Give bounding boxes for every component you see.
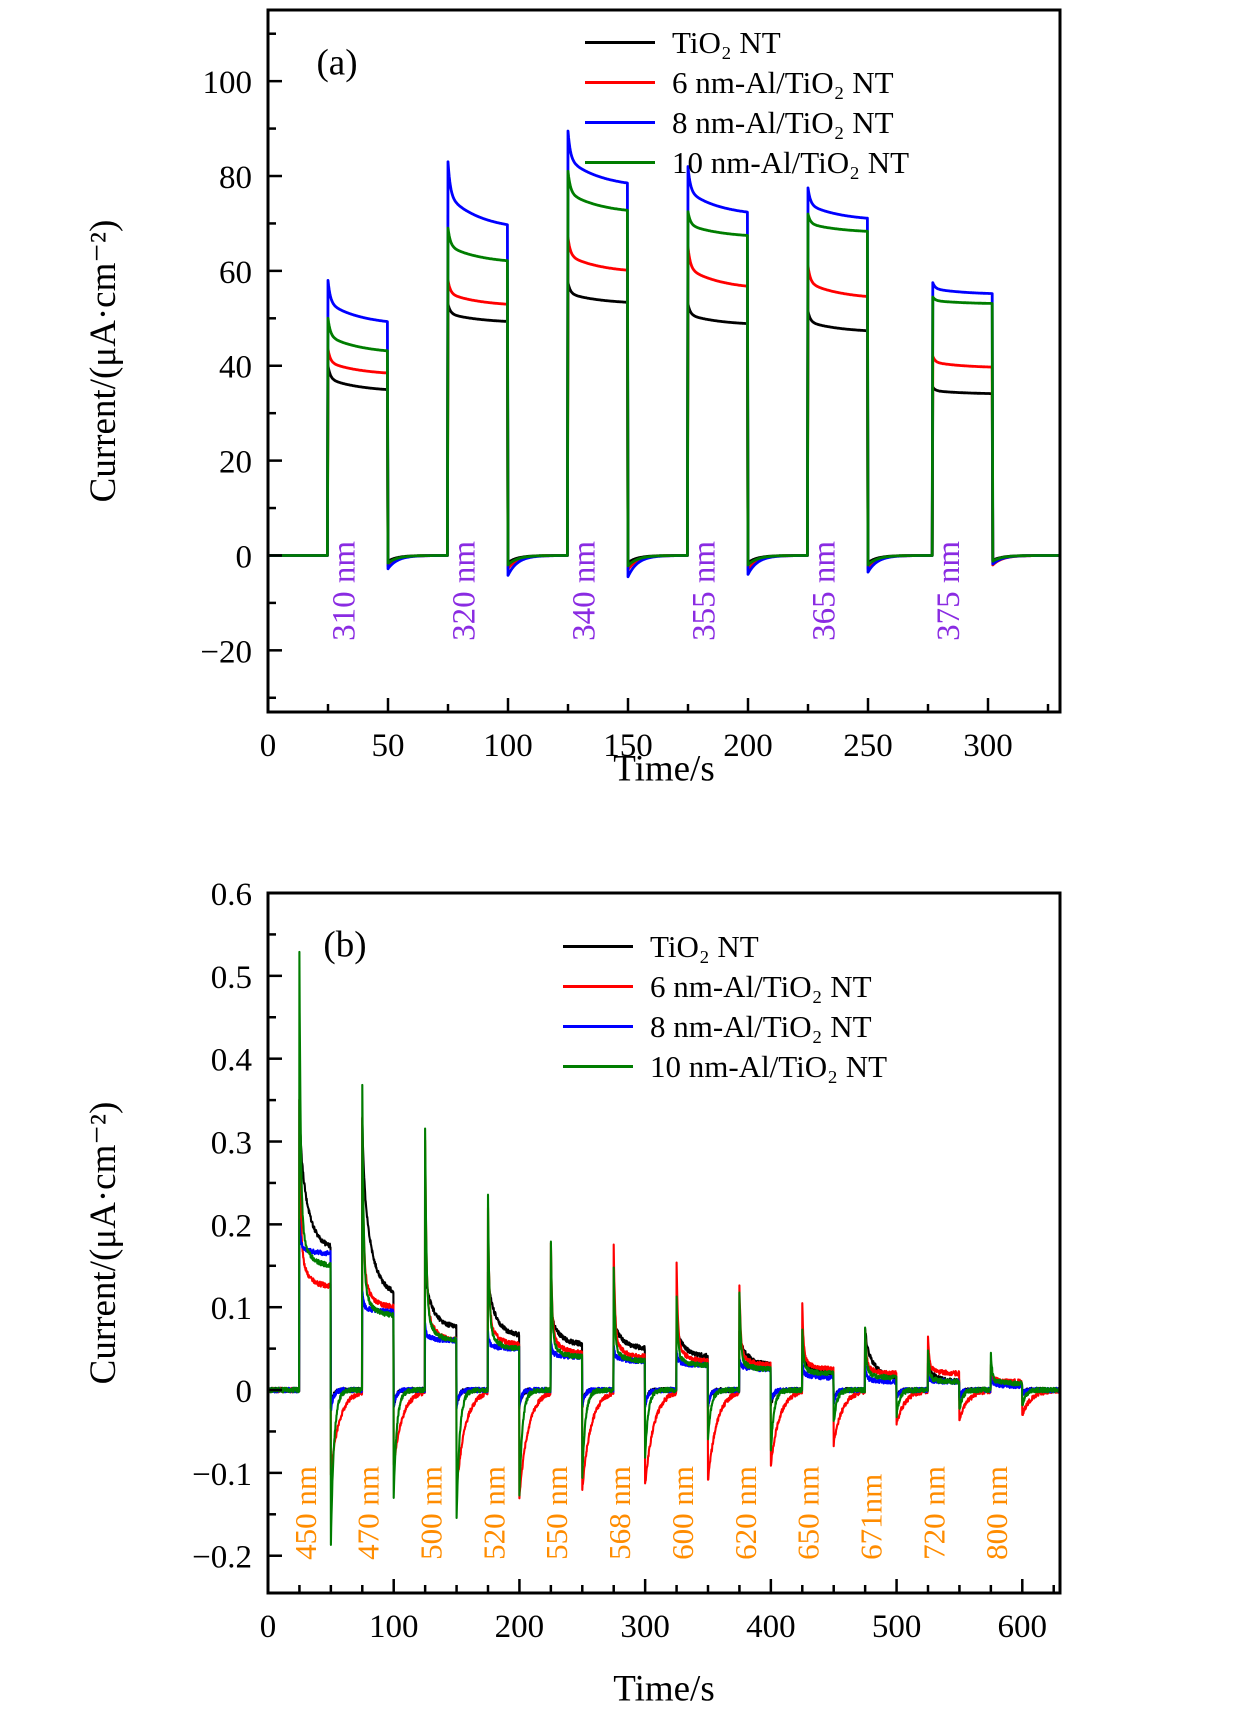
legend-label: TiO₂ NT [650, 928, 759, 964]
wavelength-label: 340 nm [566, 541, 602, 641]
series-curve-3 [267, 950, 1062, 1546]
legend-line-sample [585, 120, 655, 124]
panel-a-legend: TiO₂ NT 6 nm-Al/TiO₂ NT 8 nm-Al/TiO₂ NT 10 … [585, 22, 909, 182]
legend-item: TiO₂ NT [563, 926, 887, 966]
legend-line-sample [585, 80, 655, 84]
legend-item: 8 nm-Al/TiO₂ NT [585, 102, 909, 142]
legend-label: 10 nm-Al/TiO₂ NT [672, 144, 910, 180]
wavelength-label: 470 nm [351, 1466, 386, 1560]
wavelength-label: 355 nm [686, 541, 722, 641]
y-tick-label: 0.6 [211, 877, 252, 913]
x-tick-label: 0 [260, 1609, 277, 1645]
series-curve-0 [266, 1098, 1061, 1410]
y-tick-label: 0.1 [211, 1291, 252, 1327]
x-tick-label: 150 [603, 728, 653, 764]
x-tick-label: 200 [723, 728, 773, 764]
panel-b-y-axis-title: Current/(μA·cm⁻²) [83, 1101, 124, 1385]
y-tick-label: 40 [219, 350, 252, 386]
x-tick-label: 300 [620, 1609, 670, 1645]
y-tick-label: 0.3 [211, 1126, 252, 1162]
x-tick-label: 100 [369, 1609, 419, 1645]
legend-label: 8 nm-Al/TiO₂ NT [672, 104, 894, 140]
legend-label: 10 nm-Al/TiO₂ NT [650, 1048, 888, 1084]
panel-b-x-axis-title: Time/s [613, 1668, 715, 1710]
legend-line-sample [585, 40, 655, 44]
x-tick-label: 400 [746, 1609, 796, 1645]
wavelength-label: 650 nm [791, 1466, 826, 1560]
wavelength-label: 620 nm [728, 1466, 763, 1560]
wavelength-label: 671nm [854, 1474, 889, 1560]
x-tick-label: 250 [843, 728, 893, 764]
y-tick-label: 0 [236, 1374, 253, 1410]
legend-item: 10 nm-Al/TiO₂ NT [585, 142, 909, 182]
y-tick-label: 0.5 [211, 960, 252, 996]
legend-label: 8 nm-Al/TiO₂ NT [650, 1008, 872, 1044]
legend-item: 8 nm-Al/TiO₂ NT [563, 1006, 887, 1046]
wavelength-label: 550 nm [539, 1466, 574, 1560]
x-tick-label: 200 [495, 1609, 545, 1645]
panel-a-x-axis-title: Time/s [613, 748, 715, 790]
x-tick-label: 500 [872, 1609, 922, 1645]
y-tick-label: −0.1 [192, 1457, 252, 1493]
y-tick-label: 0.2 [211, 1208, 252, 1244]
legend-item: 6 nm-Al/TiO₂ NT [585, 62, 909, 102]
wavelength-label: 320 nm [446, 541, 482, 641]
plot-frame [266, 8, 1062, 714]
legend-label: TiO₂ NT [672, 24, 781, 60]
wavelength-label: 365 nm [806, 541, 842, 641]
wavelength-label: 720 nm [916, 1466, 951, 1560]
legend-line-sample [563, 984, 633, 988]
legend-label: 6 nm-Al/TiO₂ NT [650, 968, 872, 1004]
wavelength-label: 500 nm [414, 1466, 449, 1560]
wavelength-label: 450 nm [288, 1466, 323, 1560]
y-tick-label: 60 [219, 255, 252, 291]
wavelength-label: 568 nm [602, 1466, 637, 1560]
legend-item: 10 nm-Al/TiO₂ NT [563, 1046, 887, 1086]
wavelength-label: 310 nm [326, 541, 362, 641]
y-tick-label: 80 [219, 160, 252, 196]
wavelength-label: 800 nm [979, 1466, 1014, 1560]
panel-a-y-axis-title: Current/(μA·cm⁻²) [83, 219, 124, 503]
legend-line-sample [563, 1024, 633, 1028]
plot-frame [266, 891, 1062, 1595]
legend-line-sample [563, 1064, 633, 1068]
legend-item: TiO₂ NT [585, 22, 909, 62]
legend-line-sample [563, 944, 633, 948]
panel-a-plot: 310 nm 320 nm 340 nm 355 nm 365 nm 375 nm 0 50 1… [200, 8, 1062, 764]
legend-line-sample [585, 160, 655, 164]
x-tick-label: 100 [483, 728, 533, 764]
wavelength-label: 600 nm [665, 1466, 700, 1560]
x-tick-label: 300 [963, 728, 1013, 764]
x-tick-label: 50 [372, 728, 405, 764]
y-tick-label: 20 [219, 445, 252, 481]
x-tick-label: 0 [260, 728, 277, 764]
series-curve-1 [267, 1098, 1062, 1500]
y-tick-label: −20 [200, 634, 252, 670]
wavelength-label: 375 nm [931, 541, 967, 641]
panel-b-plot: 450 nm 470 nm 500 nm 520 nm 550 nm 568 nm 600 … [192, 877, 1062, 1645]
panel-a-label: (a) [316, 42, 358, 84]
panel-b-legend: TiO₂ NT 6 nm-Al/TiO₂ NT 8 nm-Al/TiO₂ NT 10 … [563, 926, 887, 1086]
panel-b-label: (b) [323, 924, 367, 966]
x-tick-label: 600 [998, 1609, 1048, 1645]
y-tick-label: 100 [203, 65, 253, 101]
wavelength-label: 520 nm [476, 1466, 511, 1560]
y-tick-label: −0.2 [192, 1540, 252, 1576]
series-curve-3 [267, 169, 1061, 568]
y-tick-label: 0 [236, 539, 253, 575]
legend-label: 6 nm-Al/TiO₂ NT [672, 64, 894, 100]
legend-item: 6 nm-Al/TiO₂ NT [563, 966, 887, 1006]
y-tick-label: 0.4 [211, 1043, 252, 1079]
